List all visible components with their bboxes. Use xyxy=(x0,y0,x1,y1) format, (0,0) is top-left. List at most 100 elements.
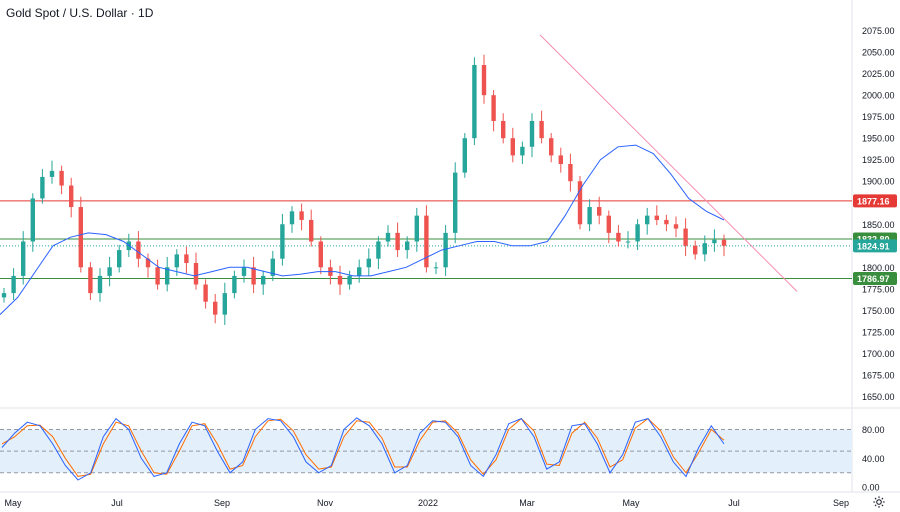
candle-body xyxy=(261,275,266,285)
candle-body xyxy=(30,198,35,242)
x-tick-label: Mar xyxy=(519,498,535,508)
gear-icon[interactable] xyxy=(872,495,886,509)
candle-body xyxy=(395,232,400,251)
x-tick-label: May xyxy=(622,498,640,508)
candle-body xyxy=(97,275,103,294)
candle-body xyxy=(529,120,535,147)
candle-body xyxy=(117,250,122,268)
trendline xyxy=(539,34,798,292)
candle-body xyxy=(558,155,563,165)
y-axis: 2075.00 2050.00 2025.00 2000.00 1975.00 1950.… xyxy=(862,26,895,493)
candle-body xyxy=(414,215,419,242)
moving-average xyxy=(0,144,725,315)
x-tick-label: Jul xyxy=(111,498,123,508)
candle-body xyxy=(280,224,285,259)
candle-body xyxy=(251,267,256,285)
candle-body xyxy=(606,215,611,233)
y-tick-label: 1950.00 xyxy=(862,134,895,144)
last-price-tag-bg xyxy=(853,239,897,253)
candle-body xyxy=(635,224,640,242)
candle-body xyxy=(683,228,688,246)
candle-body xyxy=(289,211,295,225)
candle-body xyxy=(21,241,26,276)
y-tick-label: 1675.00 xyxy=(862,370,895,380)
candle-body xyxy=(59,170,64,186)
candle-body xyxy=(539,120,544,139)
horizontal-levels xyxy=(0,200,852,280)
stoch-k-line xyxy=(1,417,725,481)
x-tick-label: May xyxy=(4,498,22,508)
stoch-tick-label: 40.00 xyxy=(862,454,885,464)
candle-body xyxy=(357,267,362,276)
candle-body xyxy=(664,219,669,225)
candle-body xyxy=(433,267,439,269)
candle-body xyxy=(520,146,525,156)
candle-body xyxy=(222,293,227,315)
grid xyxy=(0,0,900,493)
y-tick-label: 1650.00 xyxy=(862,392,895,402)
stoch-tick-label: 0.00 xyxy=(862,483,880,493)
y-tick-label: 1800.00 xyxy=(862,263,895,273)
candle-body xyxy=(213,301,218,315)
candle-body xyxy=(49,170,55,177)
candle-body xyxy=(88,267,93,294)
candle-body xyxy=(136,241,141,259)
candle-body xyxy=(241,267,247,276)
candle-body xyxy=(270,258,275,276)
candle-body xyxy=(549,138,554,156)
candle-body xyxy=(145,258,151,268)
candle-body xyxy=(712,239,717,244)
candle-body xyxy=(174,254,179,268)
candle-body xyxy=(616,232,621,242)
candlestick-series xyxy=(1,54,727,325)
candle-body xyxy=(347,275,352,285)
x-tick-label: Sep xyxy=(214,498,230,508)
candle-body xyxy=(424,215,429,268)
candle-body xyxy=(587,207,592,225)
support-tag: 1786.97 xyxy=(857,274,890,284)
y-tick-label: 1925.00 xyxy=(862,155,895,165)
candle-body xyxy=(568,164,573,182)
x-axis: May Jul Sep Nov 2022 Mar May Jul Sep xyxy=(4,498,849,508)
candle-body xyxy=(309,219,314,242)
resistance-tag: 1877.16 xyxy=(857,196,890,206)
candle-body xyxy=(203,284,208,302)
y-tick-label: 2025.00 xyxy=(862,69,895,79)
candle-body xyxy=(501,120,506,139)
y-tick-label: 1775.00 xyxy=(862,284,895,294)
candle-body xyxy=(405,241,410,251)
candle-body xyxy=(232,275,237,294)
candle-body xyxy=(510,138,515,156)
y-tick-label: 1750.00 xyxy=(862,306,895,316)
stoch-tick-label: 80.00 xyxy=(862,425,885,435)
y-tick-label: 1700.00 xyxy=(862,349,895,359)
candle-body xyxy=(597,207,602,216)
x-tick-label: Jul xyxy=(728,498,740,508)
x-tick-label: 2022 xyxy=(418,498,438,508)
stochastic-pane xyxy=(0,417,852,481)
candle-body xyxy=(472,65,477,139)
candle-body xyxy=(693,245,698,255)
candle-body xyxy=(385,232,391,242)
support-tag-bg xyxy=(853,272,897,286)
resistance-tag-bg xyxy=(853,194,897,208)
candle-body xyxy=(443,232,448,268)
y-tick-label: 1850.00 xyxy=(862,220,895,230)
candle-body xyxy=(11,275,16,294)
candle-body xyxy=(165,267,170,285)
y-tick-label: 1900.00 xyxy=(862,177,895,187)
candle-body xyxy=(491,95,496,121)
last-price-tag: 1824.91 xyxy=(857,241,890,251)
candle-body xyxy=(184,254,189,263)
candle-body xyxy=(654,215,659,220)
candle-body xyxy=(673,224,679,229)
candle-body xyxy=(462,138,467,173)
candle-body xyxy=(376,241,381,259)
y-tick-label: 2000.00 xyxy=(862,91,895,101)
candle-body xyxy=(193,262,199,285)
candle-body xyxy=(78,207,83,268)
x-tick-label: Nov xyxy=(317,498,334,508)
candle-body xyxy=(577,181,583,225)
y-tick-label: 2075.00 xyxy=(862,26,895,36)
